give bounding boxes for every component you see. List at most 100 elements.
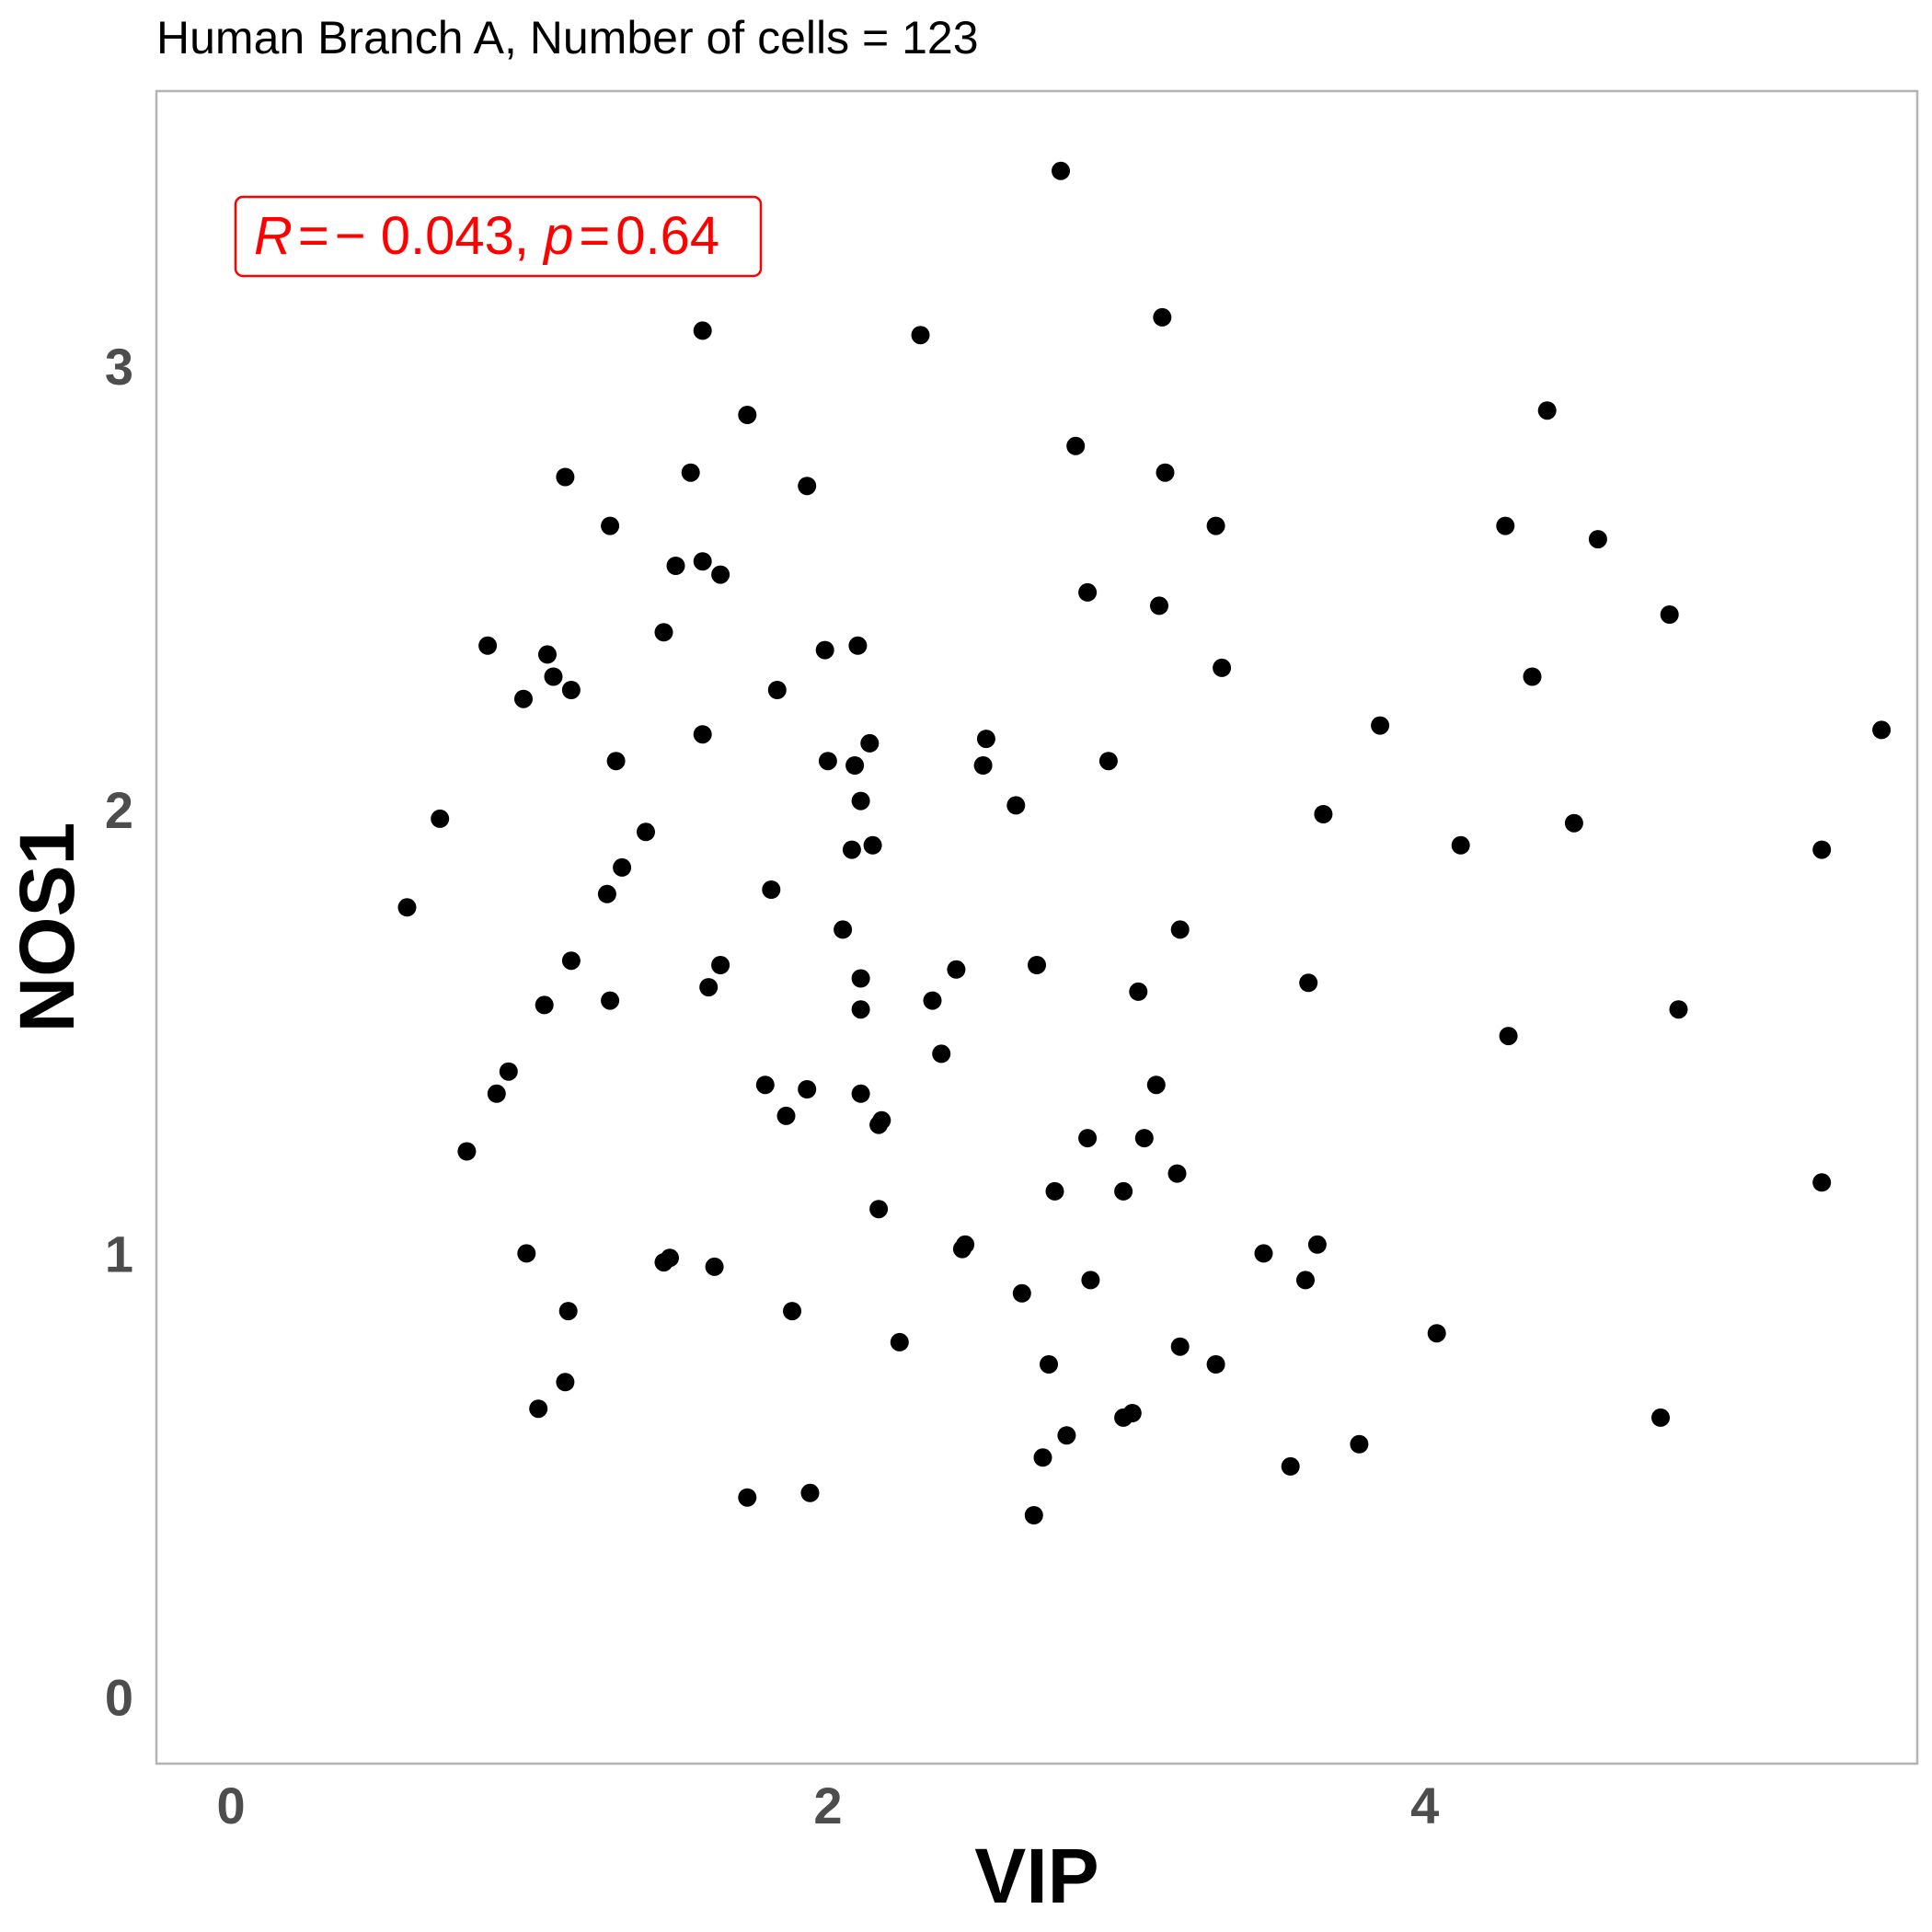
data-point-63 [851, 969, 870, 988]
data-point-44 [1006, 796, 1026, 815]
plot-panel-border [155, 89, 1919, 1765]
data-point-26 [848, 636, 868, 655]
data-point-99 [1081, 1271, 1100, 1290]
data-point-41 [973, 756, 993, 775]
data-point-100 [1296, 1271, 1315, 1290]
data-point-21 [1660, 605, 1679, 624]
data-point-77 [798, 1080, 817, 1098]
data-point-33 [1371, 716, 1390, 735]
data-point-105 [1170, 1337, 1190, 1356]
data-point-14 [1496, 516, 1515, 535]
data-point-93 [1307, 1235, 1327, 1254]
data-point-88 [1045, 1181, 1064, 1201]
data-point-24 [538, 645, 557, 664]
data-point-3 [911, 326, 930, 345]
data-point-46 [1314, 805, 1333, 823]
data-point-51 [1451, 835, 1470, 855]
data-point-16 [666, 557, 685, 575]
data-point-80 [776, 1106, 796, 1125]
data-point-90 [869, 1200, 889, 1219]
data-point-20 [1150, 596, 1168, 615]
data-point-119 [800, 1483, 820, 1502]
data-point-56 [397, 898, 417, 917]
data-point-69 [601, 991, 620, 1010]
data-point-62 [1028, 956, 1046, 974]
data-point-29 [1523, 667, 1542, 686]
y-tick-label-2: 2 [105, 781, 133, 839]
data-point-72 [1499, 1027, 1518, 1046]
data-point-86 [1167, 1164, 1187, 1183]
points-layer [397, 161, 1892, 1524]
data-point-1 [1052, 161, 1070, 180]
x-axis-title: VIP [974, 1833, 1098, 1919]
data-point-8 [556, 467, 575, 487]
y-tick-label-1: 1 [105, 1225, 133, 1282]
data-point-89 [1114, 1181, 1133, 1201]
data-point-102 [558, 1302, 578, 1321]
data-point-54 [597, 884, 616, 903]
data-point-85 [1134, 1129, 1154, 1148]
data-point-50 [842, 840, 861, 859]
data-point-61 [947, 960, 966, 979]
data-point-78 [851, 1084, 870, 1103]
data-point-39 [818, 752, 837, 771]
data-point-19 [1078, 582, 1098, 602]
data-point-116 [1033, 1448, 1052, 1467]
data-point-68 [923, 991, 942, 1010]
data-point-84 [1078, 1129, 1098, 1148]
data-point-15 [1588, 530, 1607, 549]
data-point-82 [872, 1110, 891, 1130]
data-point-58 [1170, 920, 1190, 939]
x-tick-label-4: 4 [1410, 1777, 1439, 1834]
data-point-13 [1206, 516, 1225, 535]
data-point-70 [851, 1000, 870, 1019]
data-point-94 [517, 1244, 536, 1263]
data-point-12 [601, 516, 620, 535]
data-point-48 [637, 822, 655, 842]
data-point-7 [1066, 436, 1086, 455]
data-point-2 [693, 321, 712, 340]
data-point-47 [1564, 813, 1583, 833]
data-point-87 [1812, 1173, 1832, 1192]
chart-title: Human Branch A, Number of cells = 123 [156, 12, 979, 63]
r-label: R [254, 206, 293, 266]
data-point-67 [535, 995, 554, 1015]
data-point-25 [815, 640, 834, 660]
data-point-27 [1213, 658, 1232, 677]
data-point-108 [1206, 1355, 1225, 1374]
data-point-73 [932, 1044, 951, 1064]
data-point-32 [767, 681, 787, 699]
data-point-71 [1669, 1000, 1688, 1019]
data-point-34 [1872, 720, 1892, 740]
data-point-64 [699, 978, 719, 997]
data-point-114 [1057, 1426, 1076, 1445]
data-point-55 [762, 880, 781, 899]
data-point-101 [1012, 1283, 1031, 1303]
data-point-97 [705, 1257, 724, 1276]
x-tick-label-0: 0 [217, 1777, 246, 1834]
data-point-96 [661, 1248, 679, 1268]
data-point-37 [860, 733, 880, 753]
data-point-66 [1299, 973, 1318, 993]
data-point-17 [693, 552, 712, 571]
data-point-92 [956, 1235, 975, 1254]
data-point-120 [1024, 1506, 1043, 1524]
data-point-23 [478, 636, 498, 655]
x-tick-label-2: 2 [813, 1777, 842, 1834]
data-point-104 [890, 1332, 909, 1351]
data-point-40 [845, 756, 865, 775]
data-point-53 [613, 857, 632, 877]
data-point-38 [606, 752, 626, 771]
data-point-106 [1427, 1324, 1446, 1343]
data-point-60 [711, 956, 730, 974]
data-point-117 [1281, 1456, 1300, 1476]
data-point-59 [561, 951, 581, 971]
data-point-52 [1812, 840, 1832, 859]
data-point-49 [863, 835, 882, 855]
data-point-43 [851, 791, 870, 811]
stat-annotation-box [234, 195, 763, 278]
data-point-45 [431, 809, 450, 828]
y-tick-label-3: 3 [105, 338, 133, 396]
data-point-107 [1040, 1355, 1058, 1374]
